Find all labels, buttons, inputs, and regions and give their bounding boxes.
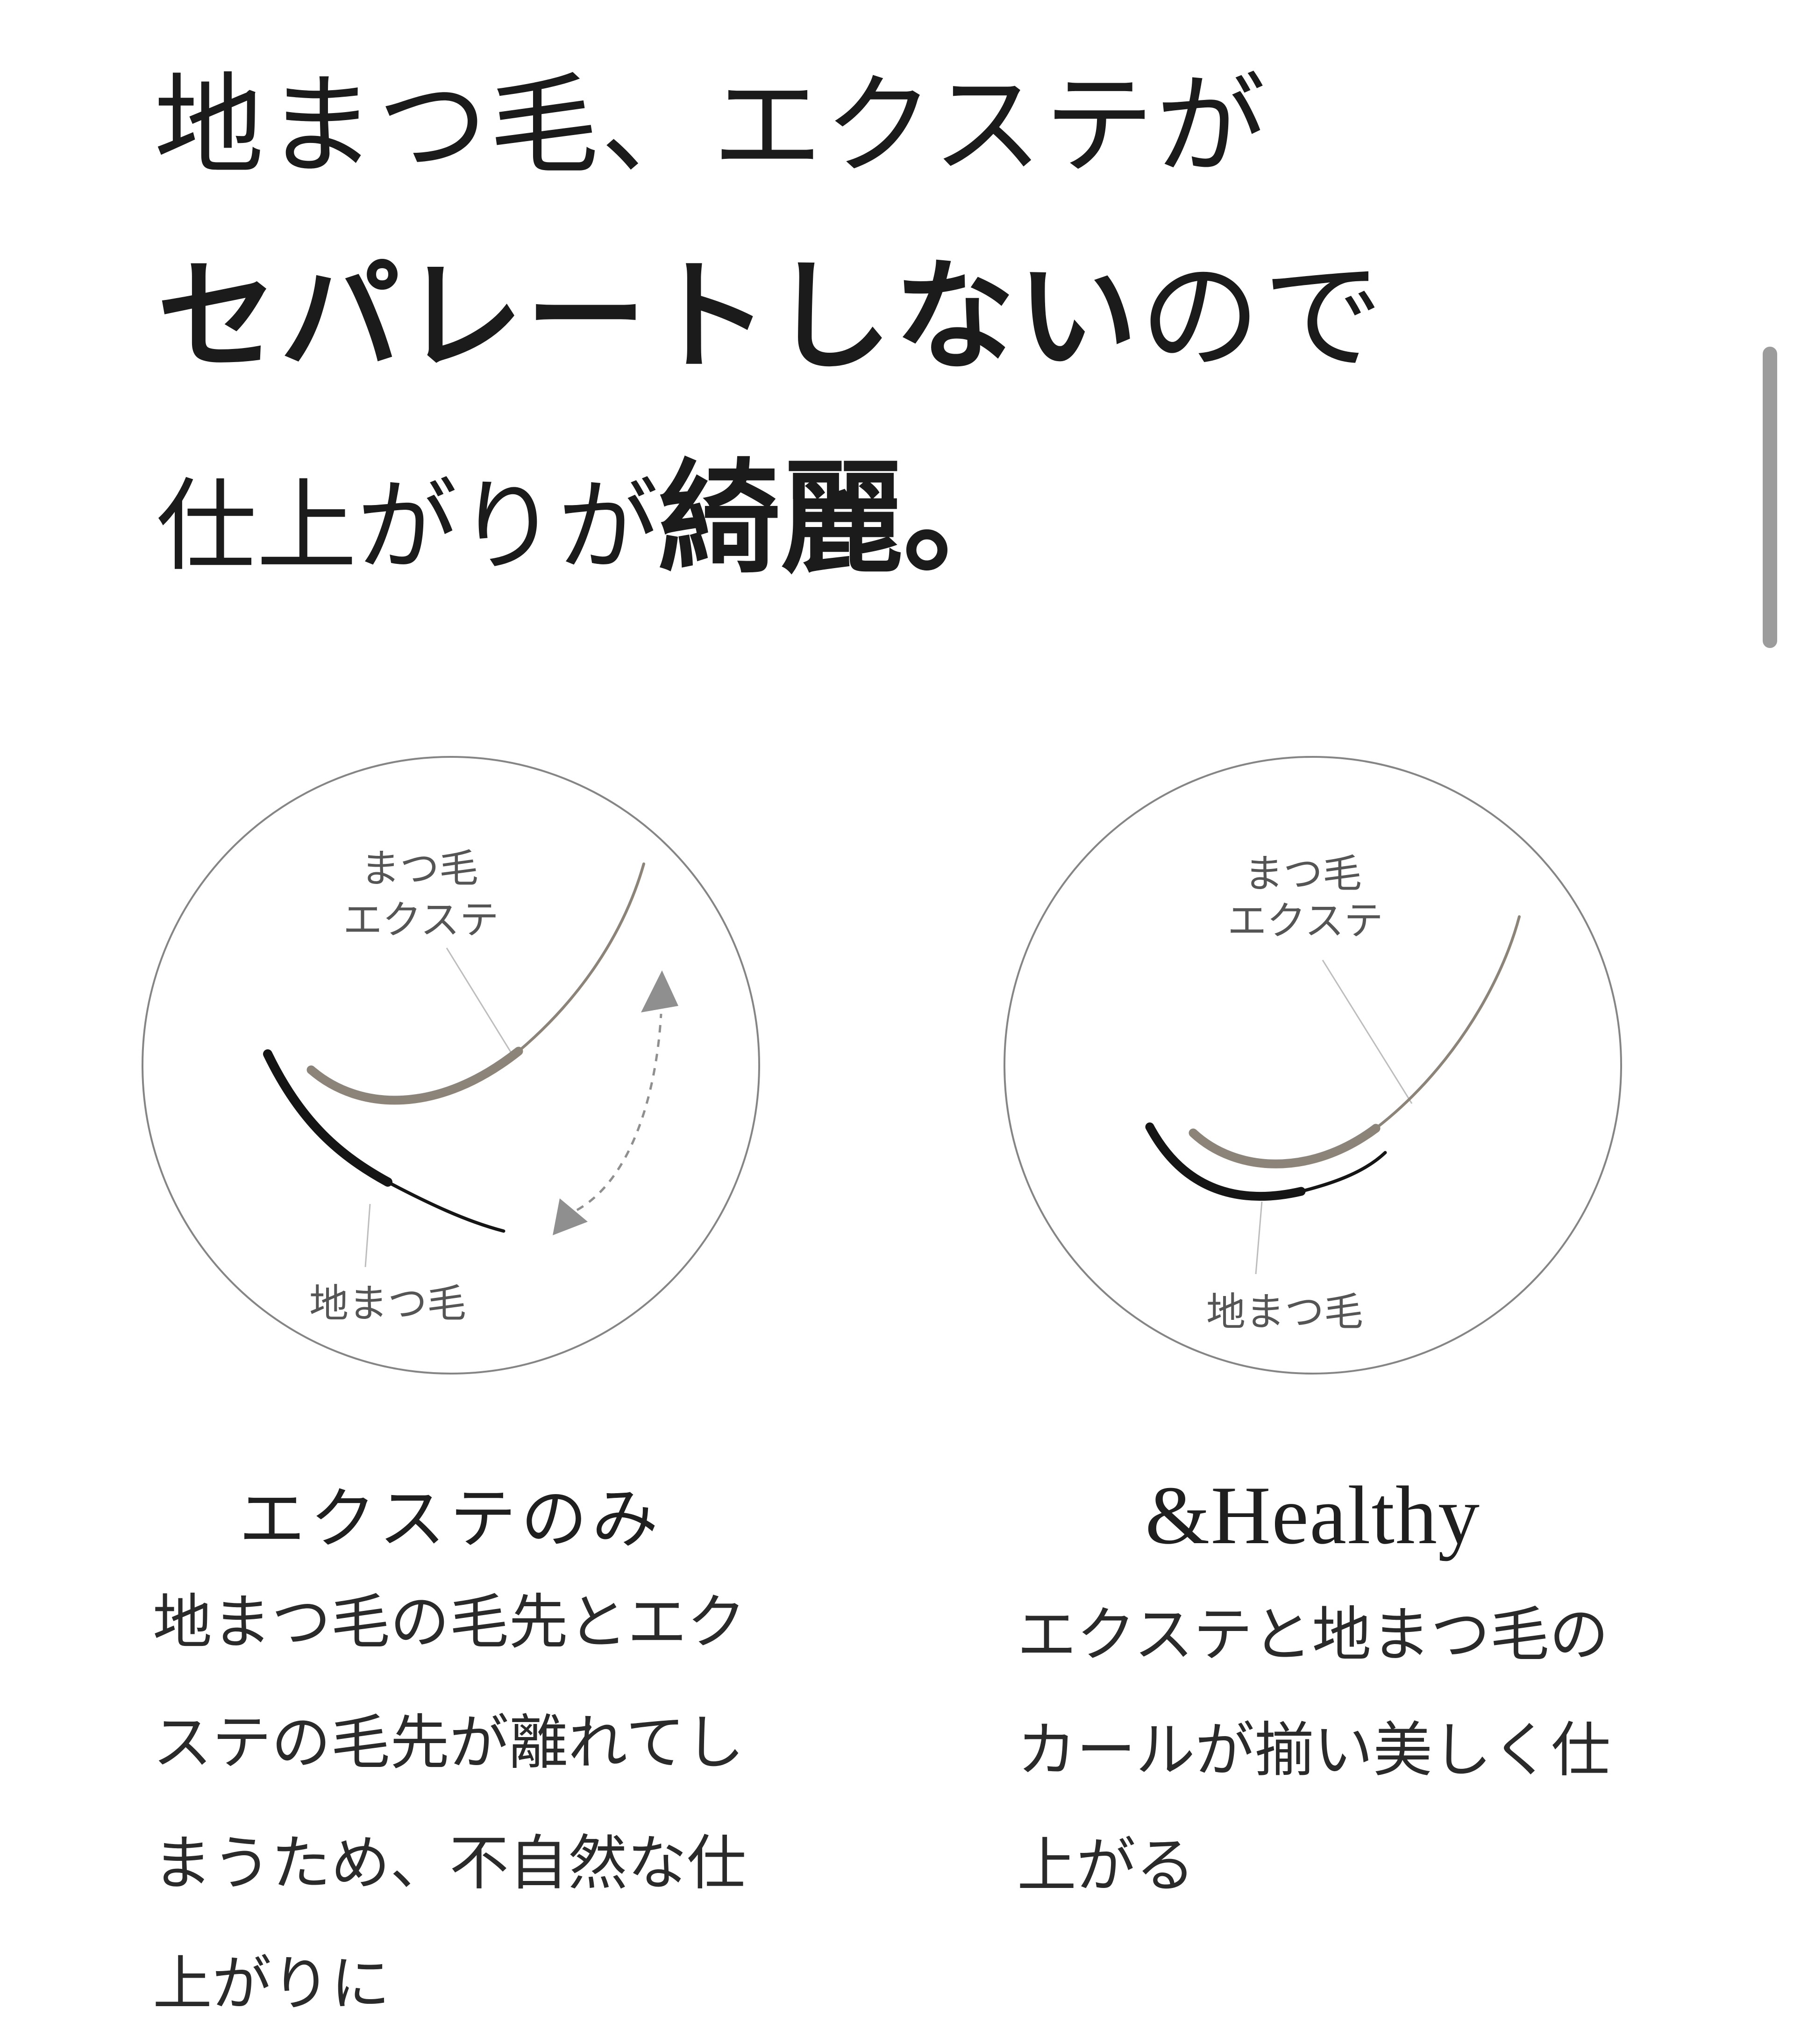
diagram-extensions-only: まつ毛 エクステ 地まつ毛 bbox=[140, 755, 762, 1376]
arrow-up-icon bbox=[641, 970, 678, 1012]
headline-line3-emphasis: 綺麗。 bbox=[658, 450, 1025, 587]
diagram-circle-outline bbox=[142, 756, 760, 1375]
scrollbar-thumb[interactable] bbox=[1763, 347, 1777, 648]
caption-title-and-healthy: &Healthy bbox=[1145, 1469, 1481, 1561]
extension-label-line1: まつ毛 bbox=[361, 847, 478, 890]
lash-extension-curve-tip bbox=[1374, 915, 1521, 1130]
extension-label-line2: エクステ bbox=[1227, 899, 1383, 943]
diagram-circle-outline bbox=[1004, 756, 1622, 1375]
natural-lash-curve-tip bbox=[386, 1180, 505, 1233]
headline-line3-lead: 仕上がりが bbox=[156, 470, 658, 583]
extension-label-line2: エクステ bbox=[343, 898, 498, 942]
lash-extension-curve bbox=[1189, 1124, 1381, 1168]
leader-line-extension bbox=[446, 947, 516, 1059]
leader-line-extension bbox=[1322, 960, 1413, 1104]
caption-body-and-healthy: エクステと地まつ毛の カールが揃い美しく仕 上がる bbox=[1017, 1577, 1610, 1923]
diagram-and-healthy: まつ毛 エクステ 地まつ毛 bbox=[1002, 755, 1623, 1376]
leader-line-natural-lash bbox=[1255, 1201, 1263, 1275]
lash-extension-curve bbox=[306, 1047, 523, 1105]
natural-lash-label: 地まつ毛 bbox=[309, 1282, 466, 1325]
caption-line: 上がる bbox=[1017, 1832, 1196, 1899]
natural-lash-label: 地まつ毛 bbox=[1206, 1290, 1363, 1334]
headline-line1: 地まつ毛、エクステが bbox=[154, 64, 1267, 187]
caption-body-extensions-only: 地まつ毛の毛先とエク ステの毛先が離れてし まうため、不自然な仕 上がりに bbox=[153, 1562, 746, 2044]
headline-line3: 仕上がりが綺麗。 bbox=[156, 458, 1025, 580]
headline-line2-emphasis: セパレートしない bbox=[157, 249, 1140, 384]
caption-line: カールが揃い美しく仕 bbox=[1017, 1717, 1611, 1783]
arrow-down-icon bbox=[553, 1198, 588, 1235]
natural-lash-curve bbox=[1145, 1122, 1306, 1201]
caption-line: エクステと地まつ毛の bbox=[1017, 1602, 1609, 1668]
caption-line: 上がりに bbox=[153, 1951, 391, 2017]
caption-line: まうため、不自然な仕 bbox=[153, 1830, 747, 1896]
caption-line: 地まつ毛の毛先とエク bbox=[153, 1589, 747, 1655]
diagram-and-healthy-svg: まつ毛 エクステ 地まつ毛 bbox=[1004, 756, 1622, 1375]
extension-label-line1: まつ毛 bbox=[1244, 852, 1362, 896]
leader-line-natural-lash bbox=[364, 1204, 371, 1268]
headline-line2: セパレートしないので bbox=[157, 244, 1386, 389]
diagram-extensions-only-svg: まつ毛 エクステ 地まつ毛 bbox=[142, 756, 760, 1375]
caption-title-extensions-only: エクステのみ bbox=[239, 1482, 663, 1556]
natural-lash-curve-tip bbox=[1299, 1151, 1387, 1193]
headline-line2-tail: ので bbox=[1140, 249, 1386, 384]
caption-line: ステの毛先が離れてし bbox=[153, 1709, 745, 1776]
natural-lash-curve bbox=[263, 1049, 392, 1187]
lash-extension-curve-tip bbox=[517, 862, 645, 1053]
